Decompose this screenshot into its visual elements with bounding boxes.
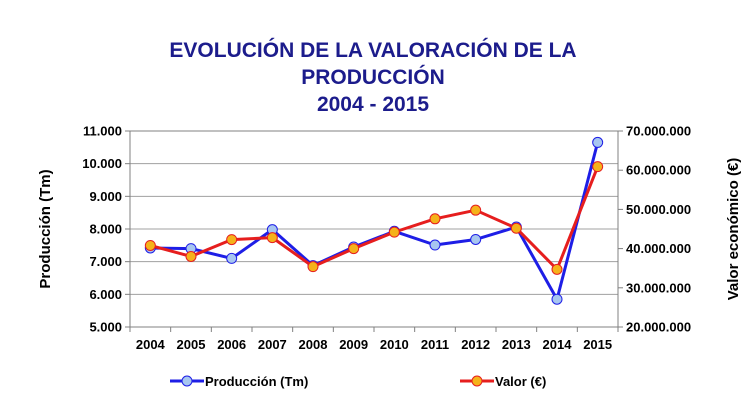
x-tick-label: 2006: [217, 337, 246, 352]
chart-title: EVOLUCIÓN DE LA VALORACIÓN DE LA PRODUCCI…: [169, 38, 576, 116]
axes: 5.000 6.000 7.000 8.000 9.000 10.000 11.000 20.…: [82, 124, 691, 353]
x-tick-label: 2005: [177, 337, 206, 352]
legend-label: Valor (€): [495, 374, 546, 389]
series-2-point: [226, 234, 238, 246]
series-2-point: [510, 222, 522, 234]
series-2-point: [470, 204, 482, 216]
series: [144, 136, 604, 305]
y-tick-label: 7.000: [89, 254, 122, 269]
x-tick-label: 2008: [299, 337, 328, 352]
legend-label: Producción (Tm): [205, 374, 308, 389]
x-tick-label: 2014: [543, 337, 573, 352]
y2-tick-label: 30.000.000: [626, 280, 691, 295]
legend-swatch-marker: [181, 375, 193, 387]
series-2-line: [149, 166, 600, 271]
series-1-point: [592, 136, 604, 148]
x-tick-label: 2015: [583, 337, 612, 352]
x-tick-label: 2012: [461, 337, 490, 352]
series-2-point: [266, 232, 278, 244]
series-2-point: [348, 243, 360, 255]
chart-title-line-2: PRODUCCIÓN: [301, 65, 445, 89]
y2-tick-label: 70.000.000: [626, 124, 691, 139]
y2-tick-label: 50.000.000: [626, 202, 691, 217]
y-tick-label: 10.000: [82, 156, 122, 171]
legend: Producción (Tm) Valor (€): [170, 374, 546, 389]
y-tick-label: 8.000: [89, 222, 122, 237]
x-tick-label: 2009: [339, 337, 368, 352]
y2-tick-label: 40.000.000: [626, 241, 691, 256]
chart-title-line-1: EVOLUCIÓN DE LA VALORACIÓN DE LA: [169, 38, 576, 62]
legend-swatch-marker: [471, 375, 483, 387]
series-2-point: [592, 161, 604, 173]
series-2-point: [185, 250, 197, 262]
series-2-point: [307, 261, 319, 273]
series-2-point: [429, 213, 441, 225]
series-1-line: [150, 142, 600, 301]
series-1-point: [551, 293, 563, 305]
y2-axis-label: Valor económico (€): [725, 158, 742, 301]
x-tick-label: 2011: [421, 337, 449, 352]
series-2-point: [388, 226, 400, 238]
chart-title-line-3: 2004 - 2015: [317, 93, 429, 116]
y-tick-label: 6.000: [89, 287, 122, 302]
y-tick-label: 9.000: [89, 189, 122, 204]
y-tick-label: 11.000: [83, 124, 122, 139]
y-axis-label: Producción (Tm): [37, 169, 54, 288]
y2-tick-label: 60.000.000: [626, 163, 691, 178]
x-tick-label: 2013: [502, 337, 531, 352]
series-2-point: [144, 239, 156, 251]
series-1-point: [470, 233, 482, 245]
series-1-point: [429, 239, 441, 251]
x-tick-label: 2004: [136, 337, 166, 352]
series-2-point: [551, 263, 563, 275]
y-tick-label: 5.000: [89, 320, 122, 335]
x-tick-label: 2007: [258, 337, 287, 352]
x-tick-label: 2010: [380, 337, 409, 352]
y2-tick-label: 20.000.000: [626, 320, 691, 335]
series-1-point: [226, 252, 238, 264]
